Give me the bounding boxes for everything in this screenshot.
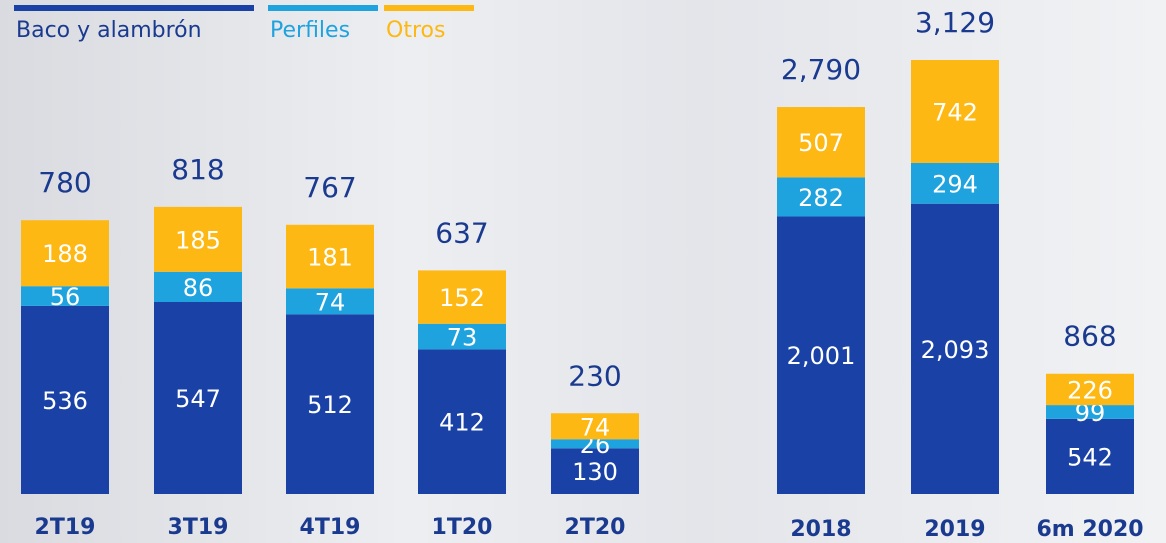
- legend-label: Perfiles: [270, 18, 350, 43]
- category-label: 6m 2020: [1036, 517, 1143, 542]
- total-label: 818: [171, 153, 224, 186]
- total-label: 868: [1063, 320, 1116, 353]
- segment-label: 294: [932, 170, 978, 198]
- category-label: 2019: [924, 517, 985, 542]
- segment-label: 74: [315, 288, 346, 316]
- total-label: 637: [435, 216, 488, 249]
- legend-label: Baco y alambrón: [16, 18, 202, 43]
- segment-label: 536: [42, 387, 88, 415]
- segment-label: 74: [580, 413, 611, 441]
- segment-label: 512: [307, 391, 353, 419]
- segment-label: 412: [439, 409, 485, 437]
- segment-label: 742: [932, 98, 978, 126]
- legend-swatch: [14, 5, 254, 11]
- total-label: 2,790: [781, 53, 861, 86]
- segment-label: 185: [175, 226, 221, 254]
- segment-label: 282: [798, 184, 844, 212]
- segment-label: 547: [175, 385, 221, 413]
- segment-label: 226: [1067, 376, 1113, 404]
- category-label: 2T19: [35, 515, 96, 540]
- segment-label: 507: [798, 129, 844, 157]
- total-label: 3,129: [915, 6, 995, 39]
- chart: Baco y alambrón Perfiles Otros 536 56 188 780 2…: [0, 0, 1166, 543]
- total-label: 780: [38, 166, 91, 199]
- segment-label: 2,001: [787, 342, 856, 370]
- category-label: 3T19: [168, 515, 229, 540]
- segment-label: 181: [307, 244, 353, 272]
- segment-label: 73: [447, 324, 478, 352]
- segment-label: 86: [183, 274, 214, 302]
- total-label: 230: [568, 359, 621, 392]
- category-label: 1T20: [432, 515, 493, 540]
- total-label: 767: [303, 171, 356, 204]
- segment-label: 2,093: [921, 336, 990, 364]
- segment-label: 152: [439, 284, 485, 312]
- segment-label: 188: [42, 240, 88, 268]
- segment-label: 56: [50, 283, 81, 311]
- category-label: 2T20: [565, 515, 626, 540]
- legend-label: Otros: [386, 18, 445, 43]
- category-label: 4T19: [300, 515, 361, 540]
- category-label: 2018: [790, 517, 851, 542]
- legend-swatch: [384, 5, 474, 11]
- segment-label: 542: [1067, 443, 1113, 471]
- segment-label: 130: [572, 458, 618, 486]
- legend-swatch: [268, 5, 378, 11]
